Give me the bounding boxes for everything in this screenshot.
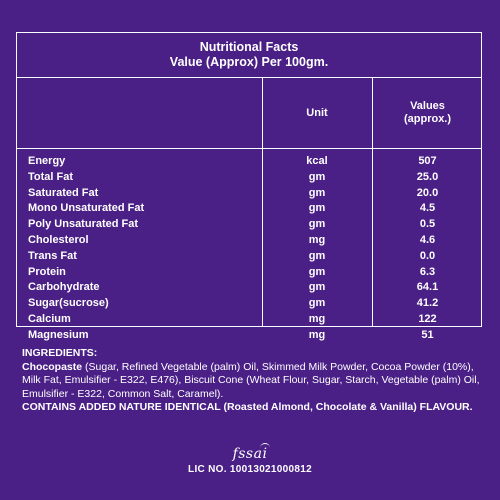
nutrient-name: Total Fat (28, 170, 74, 183)
column-divider (372, 77, 373, 326)
table-row: Magnesium mg 51 (17, 328, 481, 344)
nutrient-name: Energy (28, 155, 66, 167)
nutrient-name: Poly Unsaturated Fat (28, 218, 139, 231)
nutrient-name: Protein (28, 265, 66, 278)
table-title: Nutritional Facts Value (Approx) Per 100… (17, 33, 481, 78)
chocopaste-label: Chocopaste (22, 360, 83, 373)
nutrient-value: 4.5 (419, 202, 436, 215)
nutrient-unit: gm (308, 218, 326, 231)
table-row: Total Fat gm 25.0 (17, 170, 481, 186)
header-row (17, 77, 481, 149)
ingredients-body: Chocopaste (Sugar, Refined Vegetable (pa… (22, 361, 482, 402)
nutrient-value: 507 (418, 155, 437, 167)
table-row: Protein gm 6.3 (17, 265, 481, 281)
nutrient-value: 6.3 (419, 265, 436, 278)
nutrient-unit: gm (308, 170, 326, 183)
title-line-2: Value (Approx) Per 100gm. (169, 55, 329, 69)
nutrient-value: 0.5 (419, 218, 436, 231)
nutrient-name: Sugar(sucrose) (28, 297, 109, 310)
nutrient-unit: gm (308, 186, 326, 199)
table-row: Energy kcal 507 (17, 154, 481, 170)
table-row: Carbohydrate gm 64.1 (17, 280, 481, 296)
nutrient-value: 41.2 (416, 297, 439, 310)
values-header-line-1: Values (410, 99, 445, 112)
table-row: Sugar(sucrose) gm 41.2 (17, 296, 481, 312)
nutrient-unit: gm (308, 249, 326, 262)
fssai-block: fssai LIC NO. 10013021000812 (0, 443, 500, 475)
nutrient-name: Calcium (28, 312, 71, 325)
nutrient-name: Cholesterol (28, 233, 89, 246)
nutrient-name: Trans Fat (28, 249, 77, 262)
ingredients-title: INGREDIENTS: (22, 347, 98, 359)
column-divider (262, 77, 263, 326)
nutrient-value: 122 (418, 312, 437, 325)
nutrient-unit: mg (308, 328, 326, 341)
values-header-line-2: (approx.) (403, 112, 452, 125)
table-row: Trans Fat gm 0.0 (17, 249, 481, 265)
nutrient-unit: mg (308, 312, 326, 325)
nutrient-name: Magnesium (28, 328, 89, 341)
table-row: Cholesterol mg 4.6 (17, 233, 481, 249)
unit-header: Unit (306, 106, 328, 119)
nutrient-value: 64.1 (416, 281, 439, 294)
nutrient-unit: kcal (306, 155, 328, 167)
title-line-1: Nutritional Facts (199, 40, 299, 54)
nutrient-unit: gm (308, 202, 326, 215)
ingredients-section: INGREDIENTS: Chocopaste (Sugar, Refined … (22, 347, 482, 415)
nutrient-value: 51 (421, 328, 434, 341)
nutrient-value: 0.0 (419, 249, 436, 262)
fssai-arc-icon (260, 443, 271, 452)
table-row: Saturated Fat gm 20.0 (17, 186, 481, 202)
nutrient-name: Saturated Fat (28, 186, 99, 199)
ingredients-list: (Sugar, Refined Vegetable (palm) Oil, Sk… (22, 360, 480, 400)
nutrient-unit: gm (308, 265, 326, 278)
nutrient-unit: gm (308, 281, 326, 294)
nutrient-rows: Energy kcal 507 Total Fat gm 25.0 Satura… (17, 154, 481, 344)
nutrient-unit: mg (308, 233, 326, 246)
fssai-logo-text: fssai (232, 446, 268, 462)
nutrition-table: Nutritional Facts Value (Approx) Per 100… (16, 32, 483, 341)
nutrient-name: Mono Unsaturated Fat (28, 202, 145, 215)
nutrient-value: 20.0 (416, 186, 439, 199)
nutrient-unit: gm (308, 297, 326, 310)
license-number: LIC NO. 10013021000812 (188, 464, 312, 475)
fssai-logo: fssai (232, 443, 271, 462)
flavour-statement: CONTAINS ADDED NATURE IDENTICAL (Roasted… (22, 401, 473, 414)
nutrient-name: Carbohydrate (28, 281, 100, 294)
table-row: Poly Unsaturated Fat gm 0.5 (17, 217, 481, 233)
nutrient-value: 4.6 (419, 233, 436, 246)
values-header: Values (approx.) (372, 77, 483, 148)
table-row: Mono Unsaturated Fat gm 4.5 (17, 201, 481, 217)
nutrient-value: 25.0 (416, 170, 439, 183)
table-row: Calcium mg 122 (17, 312, 481, 328)
